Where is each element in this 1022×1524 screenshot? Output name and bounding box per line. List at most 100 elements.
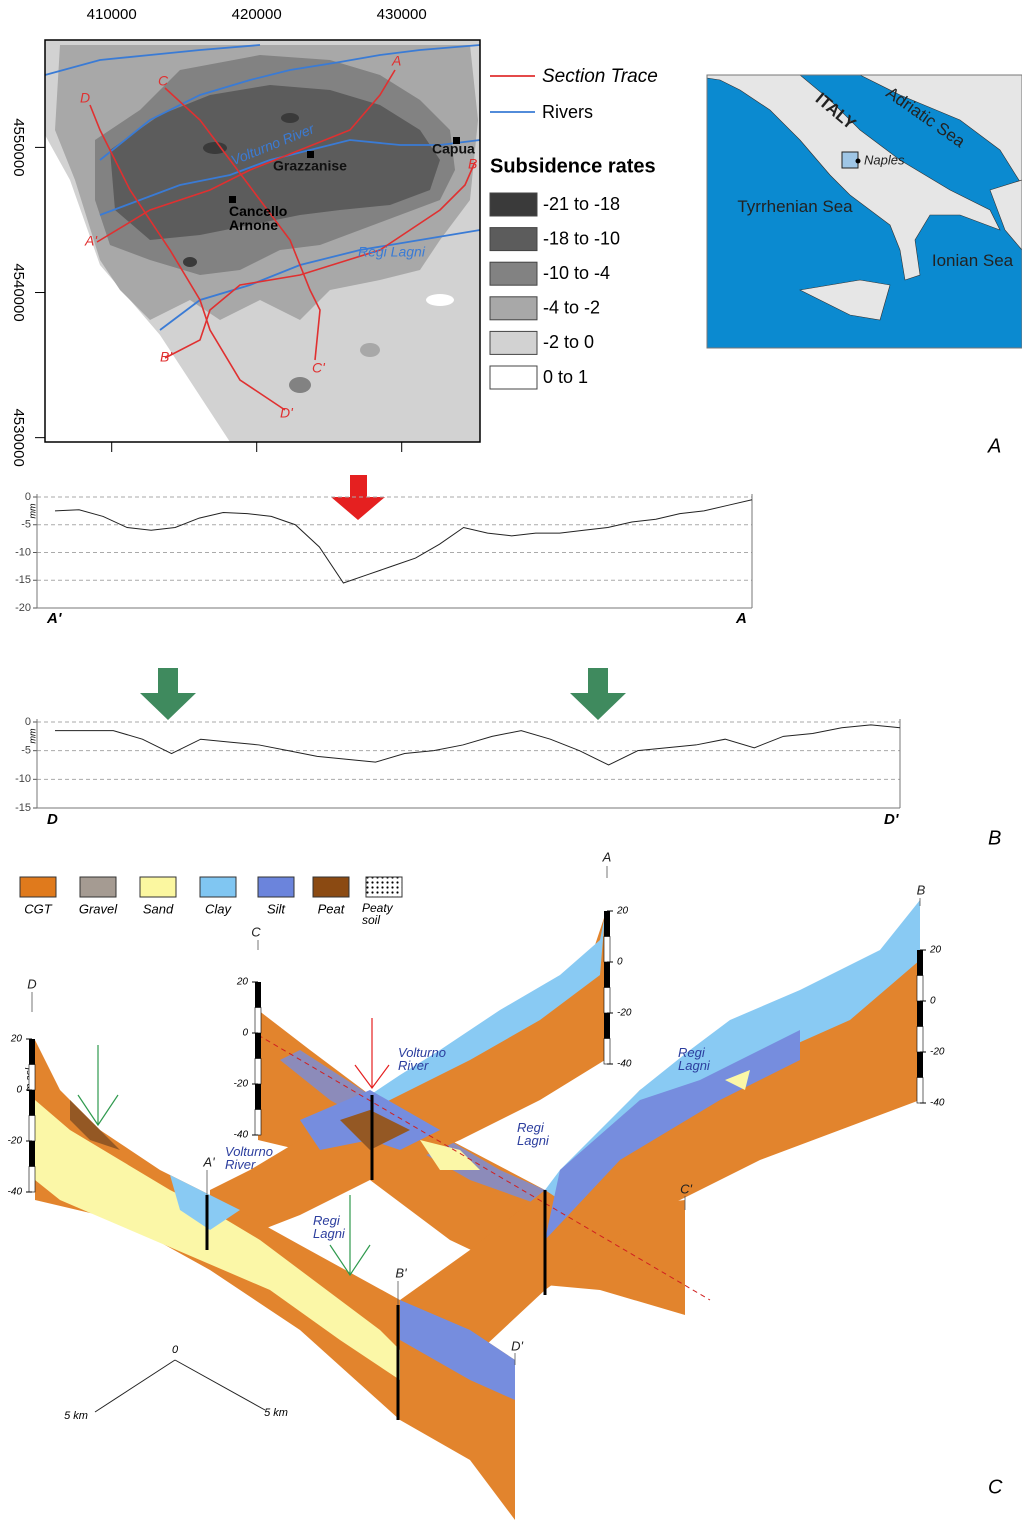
litho-label: Peaty soil [362,902,407,926]
section-label: C [158,73,169,89]
subsidence-patch [183,257,197,267]
section-label: A [391,53,401,69]
scale-segment [917,1001,923,1027]
litho-label: Silt [267,901,286,916]
scale-tick-label: 20 [10,1034,23,1045]
figure: A A' B B' C C' D D' Grazzanise Capua Vol… [0,0,1022,1524]
panel-label: B [988,827,1001,849]
scale-tick-label: -40 [234,1130,249,1141]
x-tick-label: 420000 [232,6,282,23]
y-tick-label: -20 [15,602,31,614]
legend-label: -2 to 0 [543,332,594,352]
scale-segment [29,1141,35,1167]
block-diagram [35,900,920,1520]
section-label: C' [312,360,326,376]
section-label: B [468,156,477,172]
river-label: Regi Lagni [678,1046,723,1072]
scale-tick-label: -20 [234,1079,249,1090]
legend-label: -18 to -10 [543,228,620,248]
scale-tick-label: 20 [236,977,249,988]
subsidence-patch [360,343,380,357]
scale-tick-label: -20 [8,1136,23,1147]
scale-segment [917,1027,923,1053]
section-label: D' [280,405,294,421]
scale-segment [29,1039,35,1065]
profile-start: A' [46,610,62,627]
river-label: Volturno River [225,1145,285,1171]
litho-label: Sand [143,901,174,916]
scale-segment [29,1090,35,1116]
y-tick-label: 4540000 [10,263,27,321]
scale-segment [604,1039,610,1065]
y-tick-label: -10 [15,773,31,785]
y-tick-label: -15 [15,802,31,814]
profile-line [55,500,752,583]
litho-label: Gravel [79,901,118,916]
profile-end: A [735,610,747,627]
scale-tick-label: -40 [8,1187,23,1198]
scale-segment [255,1110,261,1136]
place-label: Cancello Arnone [229,204,299,232]
inset-box [842,152,858,168]
section-label: C [251,924,261,939]
river-label: Regi Lagni [313,1214,358,1240]
scale-segment [917,976,923,1002]
y-tick-label: 0 [25,491,31,503]
litho-swatch [200,877,236,897]
litho-swatch [258,877,294,897]
scale-tick-label: 0 [16,1085,22,1096]
panel-label: A [987,435,1001,457]
x-tick-label: 410000 [87,6,137,23]
section-label: A' [84,233,98,249]
scale-tick-label: -40 [930,1098,945,1109]
subsidence-patch [426,294,454,306]
scale-segment [604,911,610,937]
scale-segment [29,1116,35,1142]
place-label: Capua [432,141,475,157]
scale-tick-label: 20 [616,906,629,917]
section-label: B' [160,349,173,365]
section-label: D' [511,1338,523,1353]
panel-label: C [988,1476,1003,1498]
scale-tick-label: -20 [930,1047,945,1058]
sea-label: Tyrrhenian Sea [735,198,855,215]
litho-swatch [80,877,116,897]
section-label: B' [395,1265,407,1280]
arrow [570,668,626,720]
section-label: A' [202,1154,215,1169]
legend-title: Subsidence rates [490,155,656,177]
profile-line [55,725,900,765]
legend-swatch [490,193,537,216]
scale-segment [255,1059,261,1085]
section-label: A [602,849,612,864]
legend-label: Rivers [542,102,593,122]
y-tick-label: -10 [15,546,31,558]
scale-segment [29,1065,35,1091]
subsidence-patch [281,113,299,123]
river-label: Regi Lagni [517,1121,562,1147]
litho-swatch [140,877,176,897]
x-tick-label: 430000 [377,6,427,23]
scale-segment [604,1013,610,1039]
legend-label: Section Trace [542,66,658,87]
river-label: Regi Lagni [358,244,426,260]
scale-label: 5 km [64,1410,88,1422]
litho-swatch [366,877,402,897]
y-tick-label: -5 [21,745,31,757]
scale-tick-label: -20 [617,1008,632,1019]
legend-label: -21 to -18 [543,194,620,214]
sea-label: Ionian Sea [930,252,1015,269]
litho-swatch [313,877,349,897]
scale-segment [29,1167,35,1193]
scale-segment [255,982,261,1008]
y-tick-label: 4530000 [10,408,27,466]
scale-label: 0 [172,1344,179,1356]
scale-segment [917,950,923,976]
scale-bar [95,1360,265,1412]
scale-segment [917,1078,923,1104]
axis-unit: mm [27,503,37,518]
subsidence-patch [289,377,311,393]
figure-canvas: A A' B B' C C' D D' Grazzanise Capua Vol… [0,0,1022,1524]
litho-label: Peat [318,901,346,916]
y-tick-label: 4550000 [10,118,27,176]
